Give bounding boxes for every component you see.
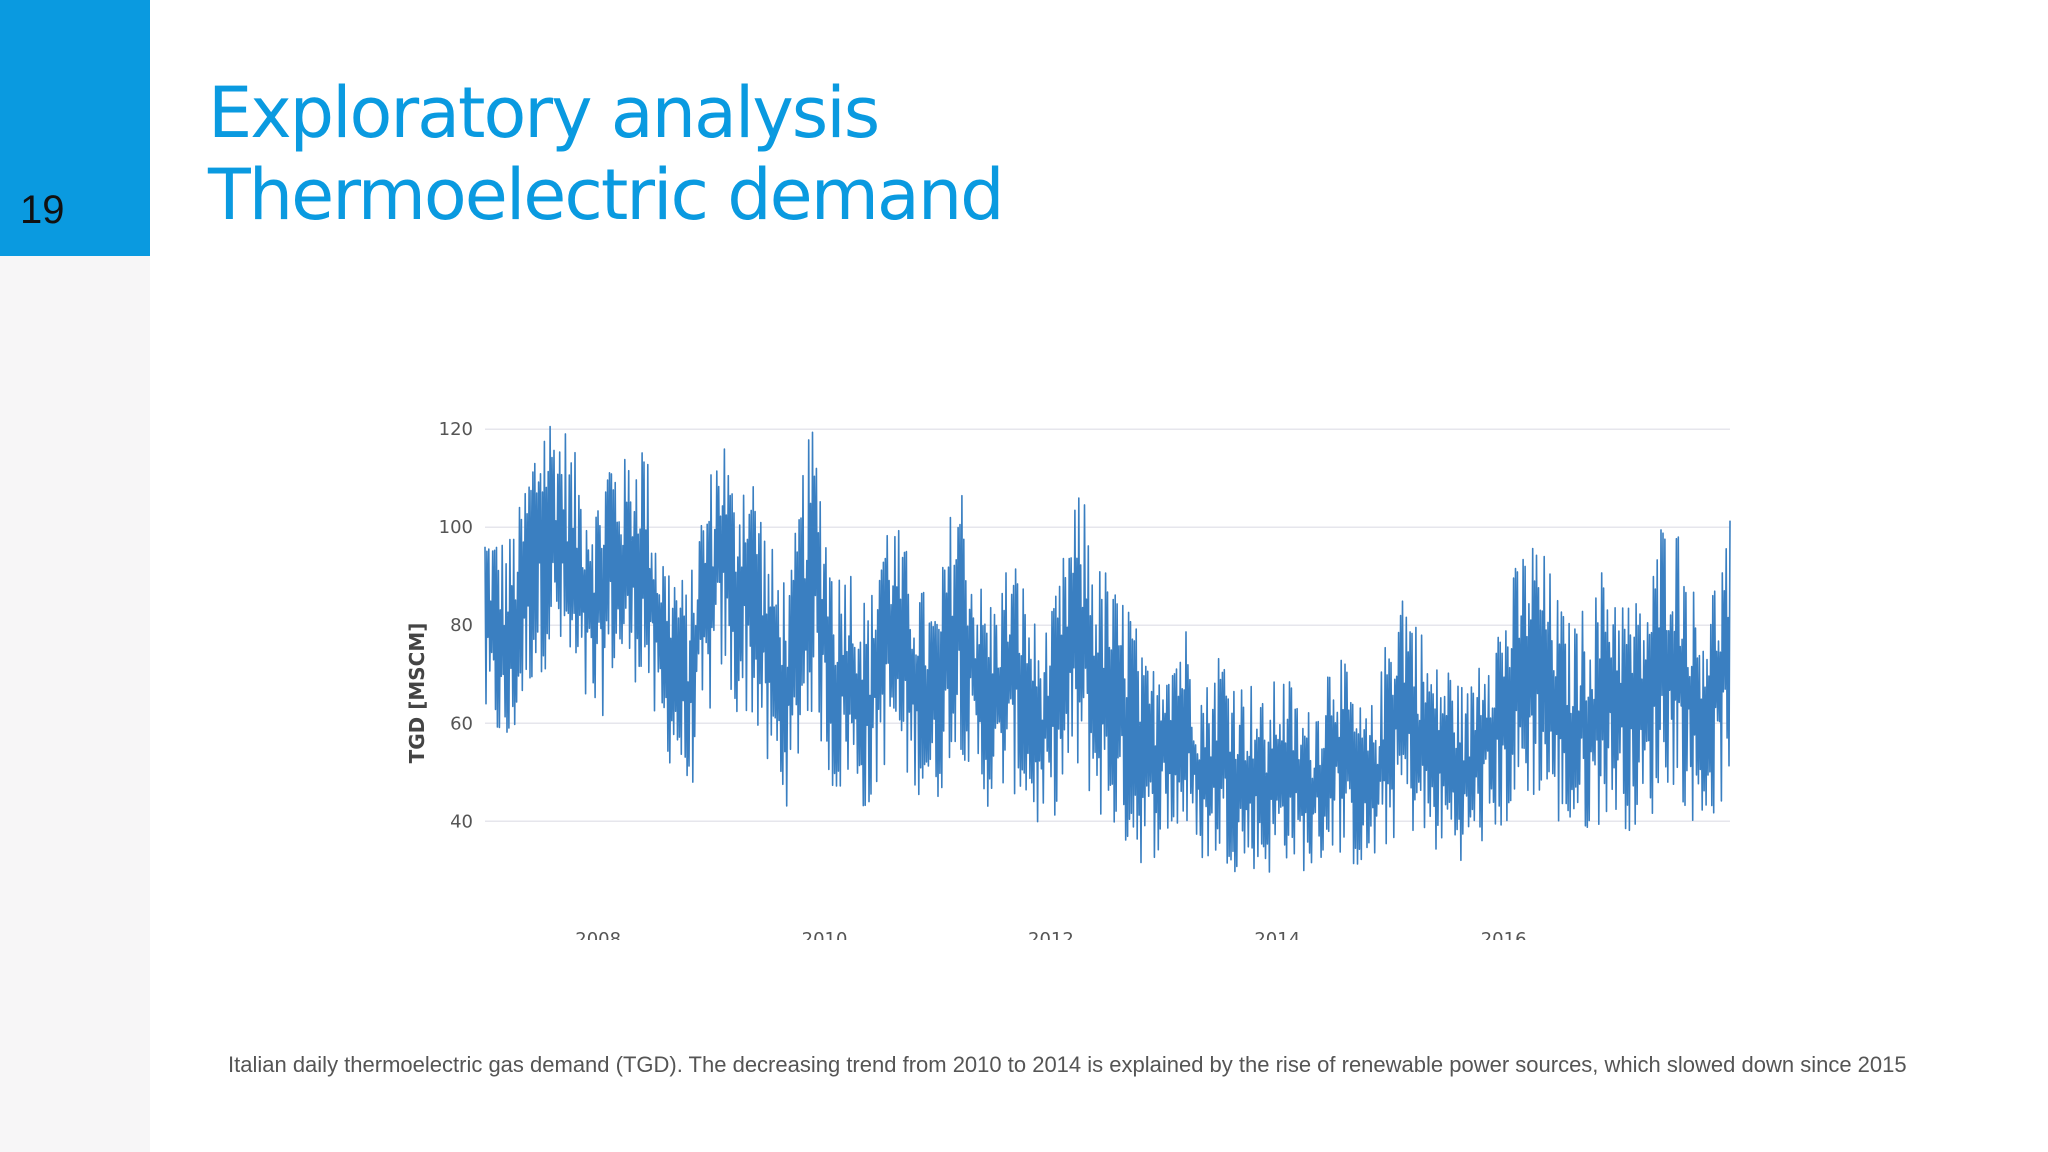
y-tick-label-60: 60 — [450, 713, 473, 734]
y-tick-label-40: 40 — [450, 811, 473, 832]
slide-title: Exploratory analysis Thermoelectric dema… — [208, 72, 1005, 236]
tgd-chart-svg: 40 60 80 100 120 2008 2010 2012 2014 2016 TGD [M… — [405, 419, 1731, 950]
x-tick-label-2008: 2008 — [575, 929, 621, 940]
slide-number-tab: 19 — [0, 0, 150, 256]
tgd-chart: 40 60 80 100 120 2008 2010 2012 2014 2016 TGD [M… — [390, 380, 1760, 950]
x-tick-label-2014: 2014 — [1254, 929, 1300, 940]
x-tick-label-2012: 2012 — [1028, 929, 1074, 940]
x-tick-labels: 2008 2010 2012 2014 2016 — [575, 929, 1527, 950]
slide-title-line-2: Thermoelectric demand — [208, 154, 1005, 236]
slide-title-line-1: Exploratory analysis — [208, 72, 880, 154]
y-tick-label-120: 120 — [439, 419, 473, 440]
x-tick-label-2016: 2016 — [1481, 929, 1527, 940]
chart-caption: Italian daily thermoelectric gas demand … — [228, 1052, 1907, 1077]
series-line-tgd — [484, 425, 1731, 873]
x-tick-label-2010: 2010 — [802, 929, 848, 940]
y-tick-label-100: 100 — [439, 517, 473, 538]
y-axis-label: TGD [MSCM] — [405, 623, 429, 764]
slide-number: 19 — [20, 188, 65, 232]
y-tick-label-80: 80 — [450, 615, 473, 636]
chart-series — [484, 425, 1731, 873]
y-tick-labels: 40 60 80 100 120 — [439, 419, 473, 832]
